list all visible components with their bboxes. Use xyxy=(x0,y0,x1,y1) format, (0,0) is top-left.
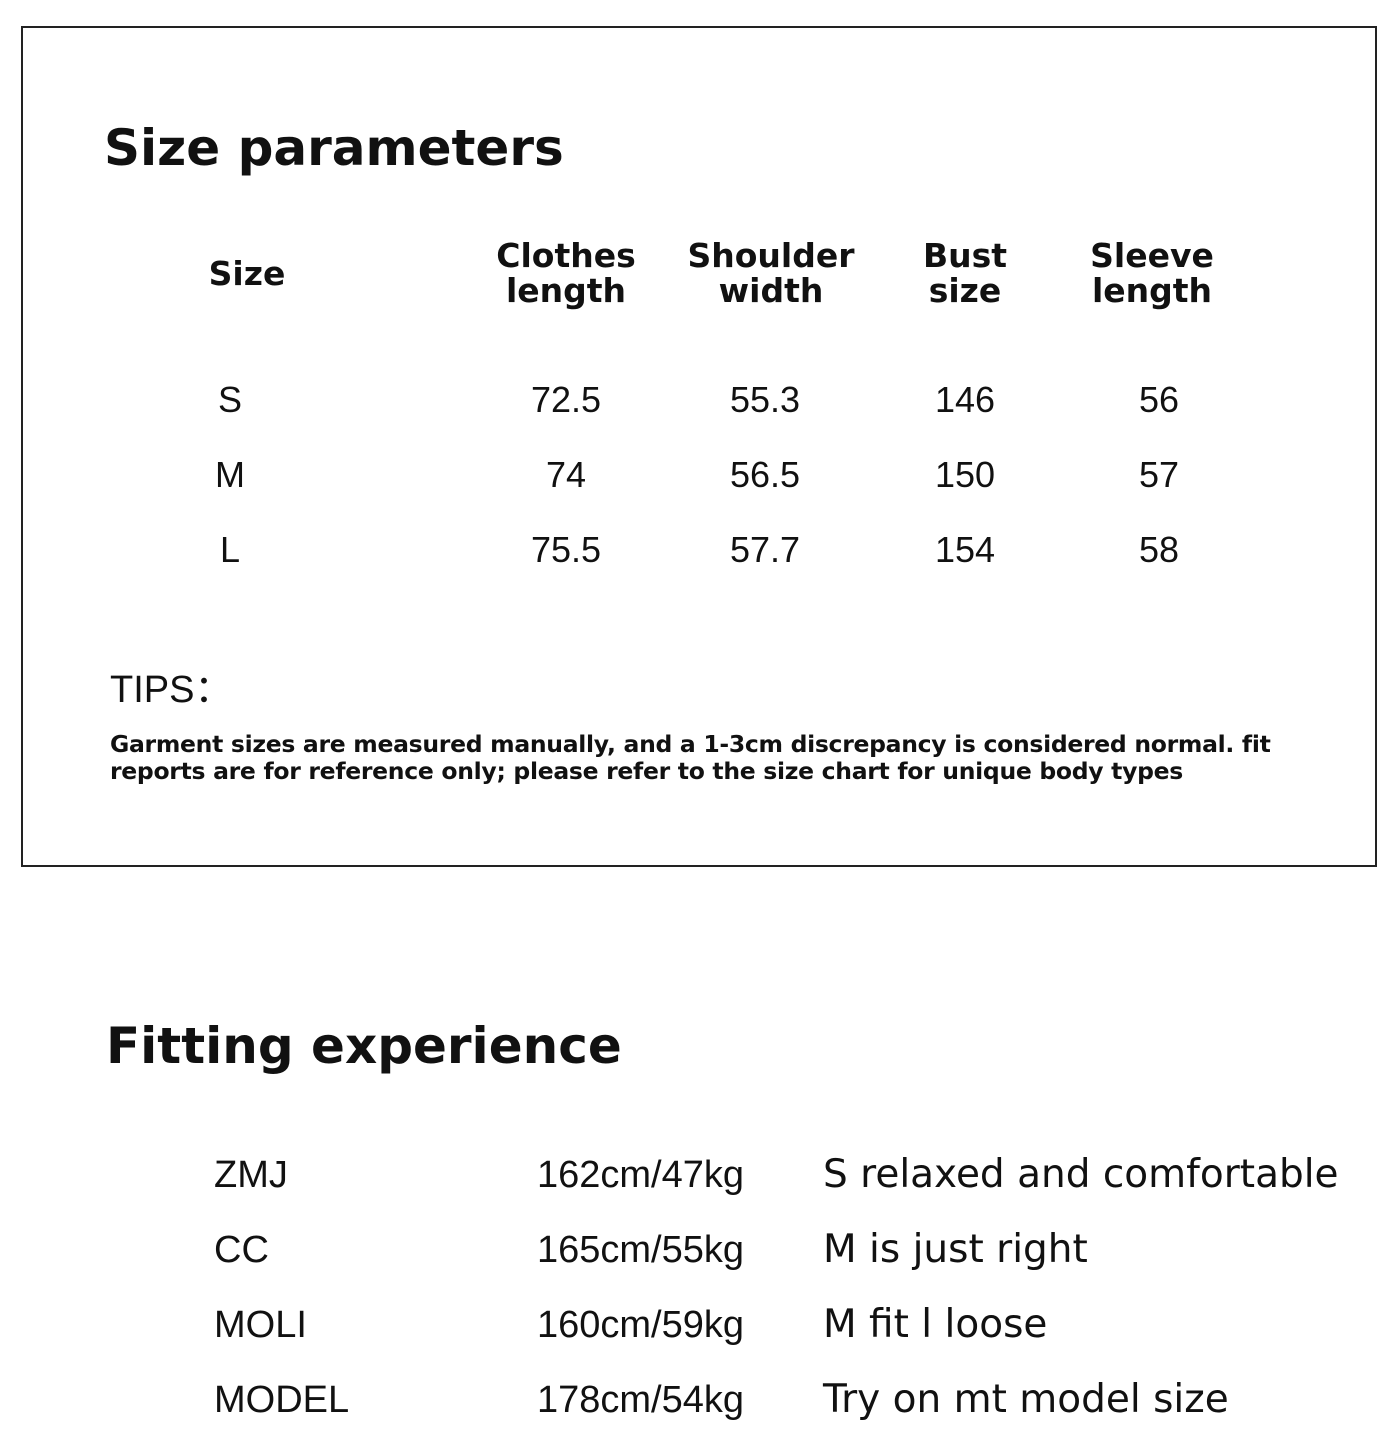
table-cell: 57.7 xyxy=(729,529,801,570)
fitting-cell: MODEL xyxy=(214,1379,350,1421)
section-title: Size parameters xyxy=(104,119,564,177)
fitting-cell: M fit l loose xyxy=(823,1302,1048,1347)
table-header: Size xyxy=(208,254,286,293)
fitting-cell: 162cm/47kg xyxy=(537,1154,745,1196)
table-cell: 74 xyxy=(545,454,587,495)
table-cell: 56.5 xyxy=(729,454,801,495)
table-cell: S xyxy=(217,379,243,420)
table-cell: 56 xyxy=(1138,379,1180,420)
table-cell: 154 xyxy=(934,529,996,570)
table-cell: 55.3 xyxy=(729,379,801,420)
table-header: Bust size xyxy=(922,236,1008,310)
table-cell: 72.5 xyxy=(530,379,602,420)
fitting-cell: 160cm/59kg xyxy=(537,1304,745,1346)
fitting-cell: MOLI xyxy=(214,1304,307,1346)
fitting-cell: 178cm/54kg xyxy=(537,1379,745,1421)
table-header: Sleeve length xyxy=(1090,236,1214,310)
size-box xyxy=(21,26,1377,867)
section-title: Fitting experience xyxy=(106,1017,622,1075)
table-cell: M xyxy=(215,454,245,495)
fitting-cell: S relaxed and comfortable xyxy=(823,1152,1339,1197)
table-cell: 146 xyxy=(934,379,996,420)
fitting-cell: ZMJ xyxy=(214,1154,288,1196)
fitting-cell: CC xyxy=(214,1229,269,1271)
table-header: Clothes length xyxy=(496,236,636,310)
fitting-cell: M is just right xyxy=(823,1227,1088,1272)
table-cell: 58 xyxy=(1138,529,1180,570)
table-cell: L xyxy=(219,529,241,570)
table-cell: 150 xyxy=(934,454,996,495)
tips-title: TIPS： xyxy=(110,669,233,711)
tips-text: Garment sizes are measured manually, and… xyxy=(110,730,1271,785)
fitting-cell: Try on mt model size xyxy=(823,1377,1229,1422)
table-cell: 75.5 xyxy=(530,529,602,570)
fitting-cell: 165cm/55kg xyxy=(537,1229,745,1271)
table-cell: 57 xyxy=(1138,454,1180,495)
table-header: Shoulder width xyxy=(687,236,855,310)
